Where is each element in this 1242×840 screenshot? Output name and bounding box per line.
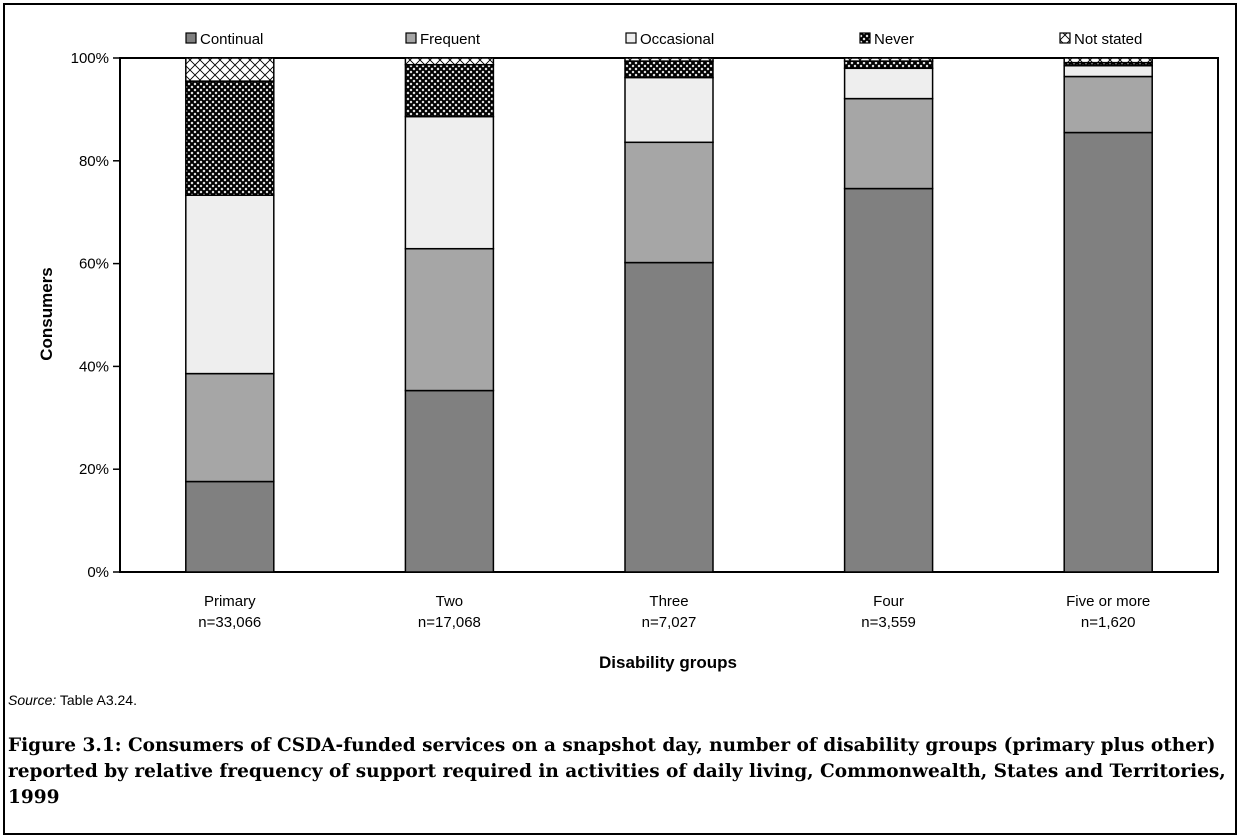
legend-item: Never <box>859 31 914 48</box>
legend-swatch <box>405 32 417 44</box>
bar-group <box>1063 57 1153 573</box>
bar-segment <box>1063 131 1153 573</box>
bar-segment <box>404 389 495 573</box>
bar-segment <box>185 480 275 573</box>
x-tick-label: Three <box>649 593 688 610</box>
bar-segment <box>624 141 714 264</box>
bar-segment <box>185 194 275 375</box>
legend: Continual Frequent Occasional Never Not stat… <box>185 31 1142 48</box>
bar-segment <box>404 247 495 392</box>
y-tick-label: 40% <box>79 358 109 375</box>
legend-label: Frequent <box>420 31 481 48</box>
bar-segment <box>624 60 714 79</box>
legend-swatch <box>625 32 637 44</box>
bar-segment <box>1063 57 1153 64</box>
y-tick-label: 60% <box>79 256 109 273</box>
bar-group <box>185 57 275 573</box>
bar-group <box>624 57 714 573</box>
y-tick-label: 0% <box>87 564 109 581</box>
legend-swatch <box>1059 32 1071 44</box>
x-axis-label: Disability groups <box>599 653 737 672</box>
legend-label: Never <box>874 31 914 48</box>
legend-swatch <box>185 32 197 44</box>
legend-label: Occasional <box>640 31 714 48</box>
x-tick-label: Four <box>873 593 904 610</box>
legend-label: Not stated <box>1074 31 1142 48</box>
x-tick-count: n=7,027 <box>642 614 697 631</box>
x-tick-count: n=33,066 <box>198 614 261 631</box>
x-axis: Primary n=33,066 Two n=17,068 Three n=7,027 Fo… <box>198 593 1150 631</box>
y-tick-label: 80% <box>79 153 109 170</box>
x-tick-count: n=17,068 <box>418 614 481 631</box>
bar-segment <box>843 67 934 100</box>
bar-segment <box>624 57 714 62</box>
source-label: Source: <box>8 692 57 708</box>
bar-segment <box>843 60 934 70</box>
bar-segment <box>624 76 714 144</box>
stacked-bar-chart: Continual Frequent Occasional Never Not stat… <box>37 31 1219 672</box>
figure-caption: Figure 3.1: Consumers of CSDA-funded ser… <box>8 735 1226 808</box>
bar-segment <box>185 372 275 483</box>
bar-segment <box>624 261 714 573</box>
x-tick-label: Primary <box>204 593 256 610</box>
legend-item: Continual <box>185 31 263 48</box>
x-tick-count: n=3,559 <box>861 614 916 631</box>
bar-segment <box>1063 64 1153 78</box>
bar-segment <box>185 80 275 196</box>
bar-group <box>843 57 934 573</box>
x-tick-label: Five or more <box>1066 593 1150 610</box>
bar-segment <box>185 57 275 82</box>
legend-item: Occasional <box>625 31 714 48</box>
bar-segment <box>843 187 934 573</box>
x-tick-count: n=1,620 <box>1081 614 1136 631</box>
bar-segment <box>404 63 495 118</box>
y-tick-label: 100% <box>71 50 109 67</box>
legend-label: Continual <box>200 31 263 48</box>
x-tick-label: Two <box>436 593 464 610</box>
bar-segment <box>843 57 934 62</box>
bar-segment <box>843 97 934 190</box>
y-tick-label: 20% <box>79 461 109 478</box>
bar-segment <box>404 57 495 66</box>
source-text: Table A3.24. <box>59 692 137 708</box>
bars <box>185 57 1153 573</box>
legend-item: Frequent <box>405 31 481 48</box>
y-axis-label: Consumers <box>37 267 56 361</box>
bar-segment <box>404 115 495 250</box>
legend-swatch <box>859 32 871 44</box>
legend-item: Not stated <box>1059 31 1142 48</box>
bar-group <box>404 57 495 573</box>
source-note: Source: Table A3.24. <box>8 692 137 708</box>
figure-frame <box>3 3 1237 835</box>
bar-segment <box>1063 75 1153 134</box>
